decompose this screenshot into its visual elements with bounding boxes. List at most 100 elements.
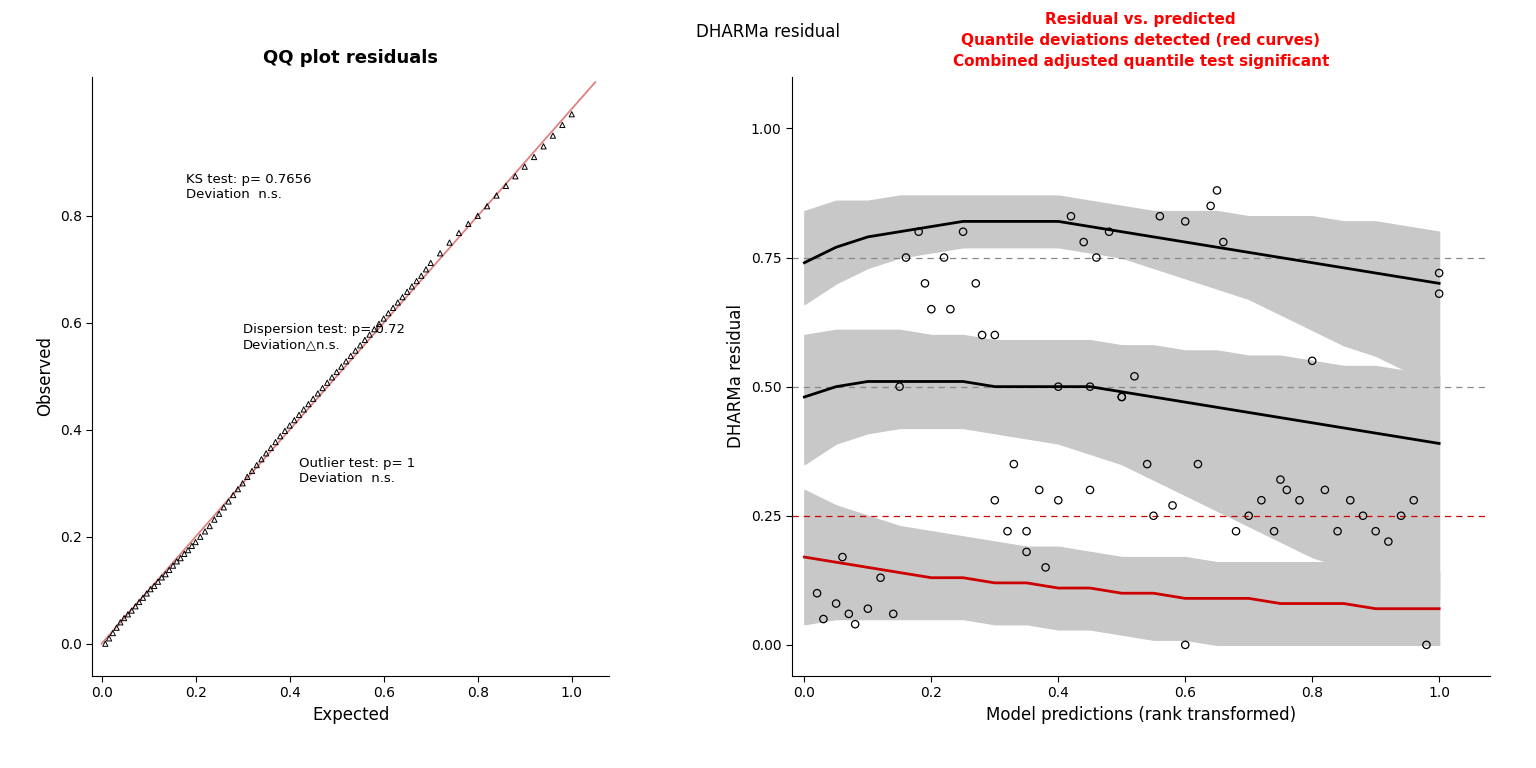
Point (180, 540, 204, 552)
Text: DHARMa residual: DHARMa residual (696, 23, 840, 41)
Point (141, 580, 166, 592)
Point (319, 371, 344, 383)
Point (258, 442, 283, 454)
Point (823, 598, 848, 610)
Point (1097, 226, 1121, 238)
Point (1028, 484, 1052, 496)
Point (1198, 200, 1223, 212)
Point (187, 531, 212, 543)
Point (504, 170, 528, 183)
Point (829, 551, 854, 563)
Point (888, 380, 912, 392)
Point (123, 600, 147, 612)
Point (438, 237, 462, 249)
Point (249, 453, 273, 465)
Point (995, 525, 1020, 538)
Point (837, 607, 862, 620)
Point (347, 339, 372, 352)
Point (465, 210, 490, 222)
Point (1109, 391, 1134, 403)
Point (1236, 510, 1261, 522)
Point (207, 508, 232, 520)
Point (310, 382, 335, 394)
Point (161, 560, 186, 572)
Point (386, 296, 410, 309)
Point (1078, 380, 1103, 392)
Point (146, 575, 170, 588)
Title: Residual vs. predicted
Quantile deviations detected (red curves)
Combined adjust: Residual vs. predicted Quantile deviatio… (952, 12, 1329, 68)
Point (1072, 236, 1097, 248)
Point (983, 329, 1008, 341)
Point (1084, 251, 1109, 263)
Point (172, 548, 197, 560)
Point (1338, 494, 1362, 506)
Point (127, 596, 152, 608)
Point (169, 552, 194, 564)
Point (938, 303, 963, 316)
Point (120, 604, 144, 617)
Point (244, 459, 269, 472)
Point (157, 564, 181, 576)
Text: KS test: p= 0.7656
Deviation  n.s.: KS test: p= 0.7656 Deviation n.s. (186, 173, 312, 201)
Point (301, 392, 326, 405)
Point (882, 607, 906, 620)
Point (906, 226, 931, 238)
Point (296, 398, 321, 410)
Point (240, 465, 264, 477)
Point (1401, 494, 1425, 506)
Point (1109, 391, 1134, 403)
Point (324, 366, 349, 378)
Point (413, 263, 438, 276)
Point (1364, 525, 1389, 538)
Point (456, 218, 481, 230)
Point (1174, 215, 1198, 227)
Point (1249, 494, 1273, 506)
Point (912, 277, 937, 290)
Point (135, 588, 160, 600)
Point (104, 621, 129, 634)
Point (1001, 458, 1026, 470)
Point (154, 568, 178, 581)
Point (131, 591, 155, 604)
Point (226, 483, 250, 495)
Point (94, 637, 118, 650)
Point (1123, 370, 1147, 382)
Point (811, 613, 836, 625)
Point (1326, 525, 1350, 538)
Point (475, 200, 499, 213)
Point (1269, 473, 1293, 485)
Point (253, 447, 278, 459)
Point (315, 376, 339, 389)
Point (1224, 525, 1249, 538)
Point (1313, 484, 1338, 496)
Text: Dispersion test: p= 0.72
Deviation△n.s.: Dispersion test: p= 0.72 Deviation△n.s. (243, 323, 404, 351)
Point (1299, 355, 1324, 367)
Point (358, 329, 382, 341)
Point (283, 414, 307, 426)
Point (484, 190, 508, 202)
Point (333, 355, 358, 368)
Point (164, 555, 189, 568)
Point (306, 387, 330, 399)
Point (399, 280, 424, 293)
Point (395, 286, 419, 298)
Point (1376, 535, 1401, 548)
Point (203, 514, 227, 526)
Point (381, 302, 406, 314)
Point (108, 616, 132, 628)
Point (390, 291, 415, 303)
Point (919, 303, 943, 316)
Point (198, 520, 223, 532)
Point (1427, 267, 1452, 280)
Point (221, 489, 246, 502)
Point (1160, 499, 1184, 511)
Point (493, 180, 518, 192)
Point (287, 409, 312, 421)
Point (541, 130, 565, 142)
Point (1046, 494, 1071, 506)
Point (447, 227, 472, 239)
Point (868, 571, 892, 584)
Point (429, 247, 453, 260)
Point (115, 608, 140, 621)
Point (1204, 184, 1229, 197)
